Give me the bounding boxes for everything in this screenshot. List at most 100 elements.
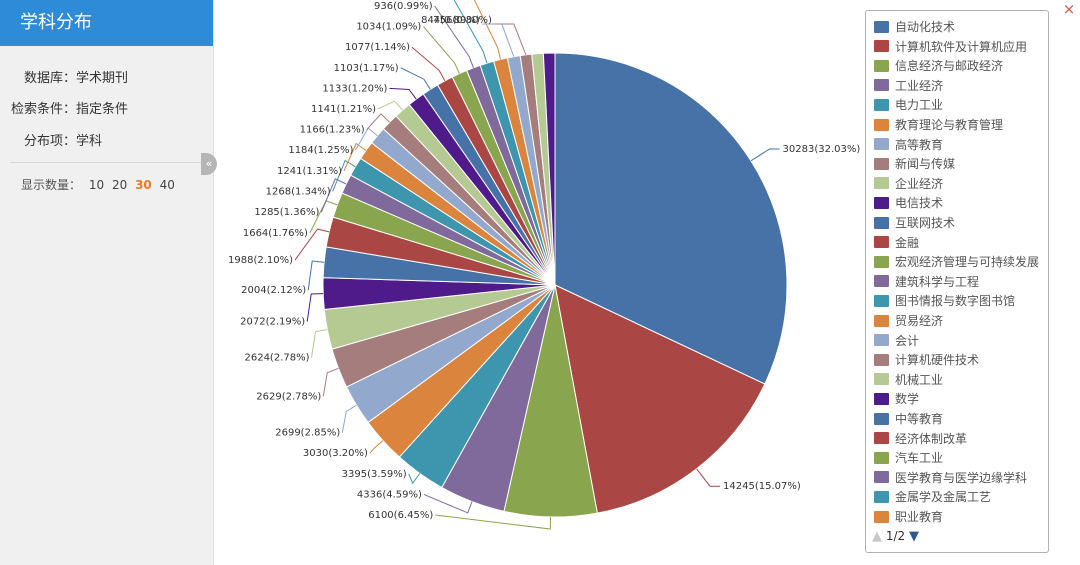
legend-label: 工业经济: [895, 78, 944, 93]
search-condition-value: 指定条件: [76, 102, 129, 117]
legend-swatch: [874, 471, 889, 484]
legend-swatch: [874, 294, 889, 307]
legend-label: 信息经济与邮政经济: [895, 59, 1004, 74]
legend-item-13[interactable]: 建筑科学与工程: [874, 273, 979, 289]
data-label-18: 1141(1.21%): [311, 104, 376, 115]
display-count: 显示数量： 10 20 30 40: [21, 176, 175, 193]
legend-item-17[interactable]: 计算机硬件技术: [874, 351, 979, 367]
sidebar-divider: [10, 162, 210, 163]
label-line-27: [493, 23, 527, 55]
legend-swatch: [874, 314, 889, 327]
data-label-1: 14245(15.07%): [723, 481, 801, 492]
display-count-label: 显示数量：: [21, 178, 82, 192]
data-label-23: 936(0.99%): [374, 1, 433, 12]
legend-pager: ▲ 1/2 ▼: [872, 529, 919, 544]
label-line-10: [307, 260, 325, 291]
label-line-11: [294, 228, 330, 261]
legend-item-16[interactable]: 会计: [874, 332, 919, 348]
legend-item-6[interactable]: 高等教育: [874, 136, 943, 152]
legend-swatch: [874, 98, 889, 111]
legend-swatch: [874, 510, 889, 523]
search-condition-row: 检索条件：指定条件: [11, 98, 128, 117]
legend-label: 汽车工业: [895, 451, 944, 466]
data-label-5: 3030(3.20%): [303, 448, 368, 459]
data-label-12: 1664(1.76%): [243, 228, 308, 239]
count-option-10[interactable]: 10: [88, 178, 105, 192]
collapse-sidebar-icon[interactable]: «: [201, 153, 217, 175]
data-label-14: 1268(1.34%): [266, 186, 331, 197]
legend-label: 新闻与传媒: [895, 157, 956, 172]
legend-item-0[interactable]: 自动化技术: [874, 18, 955, 34]
legend-item-4[interactable]: 电力工业: [874, 96, 943, 112]
search-condition-label: 检索条件：: [11, 102, 77, 117]
legend-swatch: [874, 451, 889, 464]
data-label-9: 2072(2.19%): [240, 317, 305, 328]
legend-item-10[interactable]: 互联网技术: [874, 214, 955, 230]
legend-label: 高等教育: [895, 137, 944, 152]
legend-item-22[interactable]: 汽车工业: [874, 449, 943, 465]
legend-item-5[interactable]: 教育理论与教育管理: [874, 116, 1003, 132]
legend-item-20[interactable]: 中等教育: [874, 410, 943, 426]
label-line-24: [453, 0, 488, 64]
count-option-40[interactable]: 40: [159, 178, 175, 192]
legend-swatch: [874, 334, 889, 347]
legend-item-14[interactable]: 图书情报与数字图书馆: [874, 292, 1015, 308]
legend-label: 电信技术: [895, 196, 944, 211]
page-up-icon[interactable]: ▲: [872, 529, 882, 544]
label-line-9: [306, 293, 324, 322]
data-label-15: 1241(1.31%): [277, 166, 342, 177]
legend-label: 计算机硬件技术: [895, 353, 980, 368]
pie-slice-29[interactable]: [542, 52, 556, 286]
legend-label: 计算机软件及计算机应用: [895, 39, 1028, 54]
count-option-20[interactable]: 20: [111, 178, 128, 192]
distribution-value: 学科: [76, 134, 103, 149]
legend-swatch: [874, 392, 889, 405]
data-label-11: 1988(2.10%): [228, 255, 293, 266]
legend-swatch: [874, 275, 889, 288]
legend-label: 自动化技术: [895, 20, 956, 34]
legend-item-2[interactable]: 信息经济与邮政经济: [874, 57, 1003, 73]
data-label-22: 1034(1.09%): [356, 22, 421, 33]
legend-swatch: [874, 353, 889, 366]
label-line-14: [332, 159, 356, 192]
page-down-icon[interactable]: ▼: [908, 529, 919, 544]
legend-label: 宏观经济管理与可持续发展: [895, 255, 1040, 270]
legend-label: 中等教育: [895, 412, 944, 426]
label-line-25: [473, 0, 501, 60]
legend-item-21[interactable]: 经济体制改革: [874, 430, 967, 446]
legend: ▲ 1/2 ▼ 自动化技术计算机软件及计算机应用 信息经济与邮政经济 工业经济电力工…: [865, 10, 1049, 553]
legend-item-8[interactable]: 企业经济: [874, 175, 943, 191]
data-label-6: 2699(2.85%): [275, 428, 340, 439]
legend-swatch: [874, 216, 889, 229]
pie-slice-1[interactable]: [554, 284, 766, 514]
legend-item-18[interactable]: 机械工业: [874, 371, 943, 387]
legend-swatch: [874, 432, 889, 445]
sidebar-title: 学科分布: [0, 0, 213, 46]
label-line-26: [481, 23, 515, 57]
legend-item-23[interactable]: 医学教育与医学边缘学科: [874, 469, 1027, 485]
label-line-17: [366, 113, 390, 130]
count-option-30[interactable]: 30: [135, 178, 152, 192]
legend-label: 医学教育与医学边缘学科: [895, 470, 1028, 485]
database-label: 数据库：: [24, 71, 77, 86]
legend-item-1[interactable]: 计算机软件及计算机应用: [874, 38, 1027, 54]
legend-item-25[interactable]: 职业教育: [874, 508, 943, 524]
legend-item-3[interactable]: 工业经济: [874, 77, 943, 93]
legend-item-15[interactable]: 贸易经济: [874, 312, 943, 328]
legend-label: 建筑科学与工程: [895, 274, 980, 289]
data-label-20: 1103(1.17%): [334, 63, 399, 74]
legend-item-19[interactable]: 数学: [874, 390, 919, 406]
data-label-27: 756(0.80%): [433, 15, 492, 26]
legend-item-12[interactable]: 宏观经济管理与可持续发展: [874, 253, 1039, 269]
legend-item-7[interactable]: 新闻与传媒: [874, 155, 955, 171]
label-line-15: [343, 142, 367, 172]
data-label-2: 6100(6.45%): [368, 510, 433, 521]
label-line-1: [696, 468, 720, 487]
pie-slice-0[interactable]: [554, 52, 788, 385]
legend-label: 会计: [895, 333, 920, 348]
legend-swatch: [874, 490, 889, 503]
legend-item-11[interactable]: 金融: [874, 234, 919, 250]
close-icon[interactable]: ×: [1062, 0, 1076, 18]
legend-item-24[interactable]: 金属学及金属工艺: [874, 488, 991, 504]
legend-item-9[interactable]: 电信技术: [874, 194, 943, 210]
